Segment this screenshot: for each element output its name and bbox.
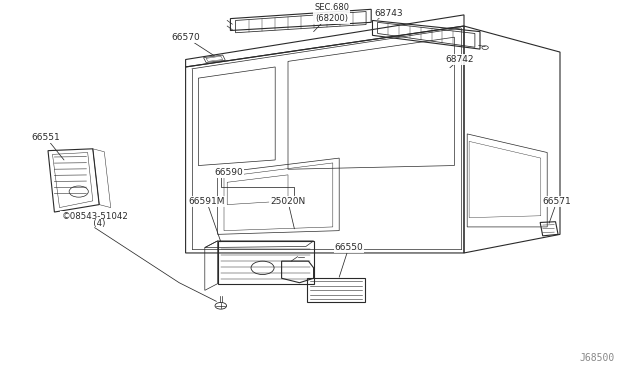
Text: 68742: 68742 bbox=[445, 55, 474, 68]
Text: J68500: J68500 bbox=[579, 353, 614, 363]
Text: 66550: 66550 bbox=[335, 243, 363, 277]
Text: SEC.680
(68200): SEC.680 (68200) bbox=[314, 3, 349, 32]
Text: 66570: 66570 bbox=[172, 33, 214, 56]
Text: 25020N: 25020N bbox=[270, 197, 306, 229]
Text: 66551: 66551 bbox=[32, 133, 64, 160]
Text: (4): (4) bbox=[84, 219, 105, 228]
Text: 68743: 68743 bbox=[374, 9, 403, 19]
Text: 66590: 66590 bbox=[215, 169, 243, 177]
Text: 66591M: 66591M bbox=[188, 197, 225, 242]
Text: 66571: 66571 bbox=[543, 197, 571, 223]
Text: ©08543-51042: ©08543-51042 bbox=[61, 212, 128, 221]
